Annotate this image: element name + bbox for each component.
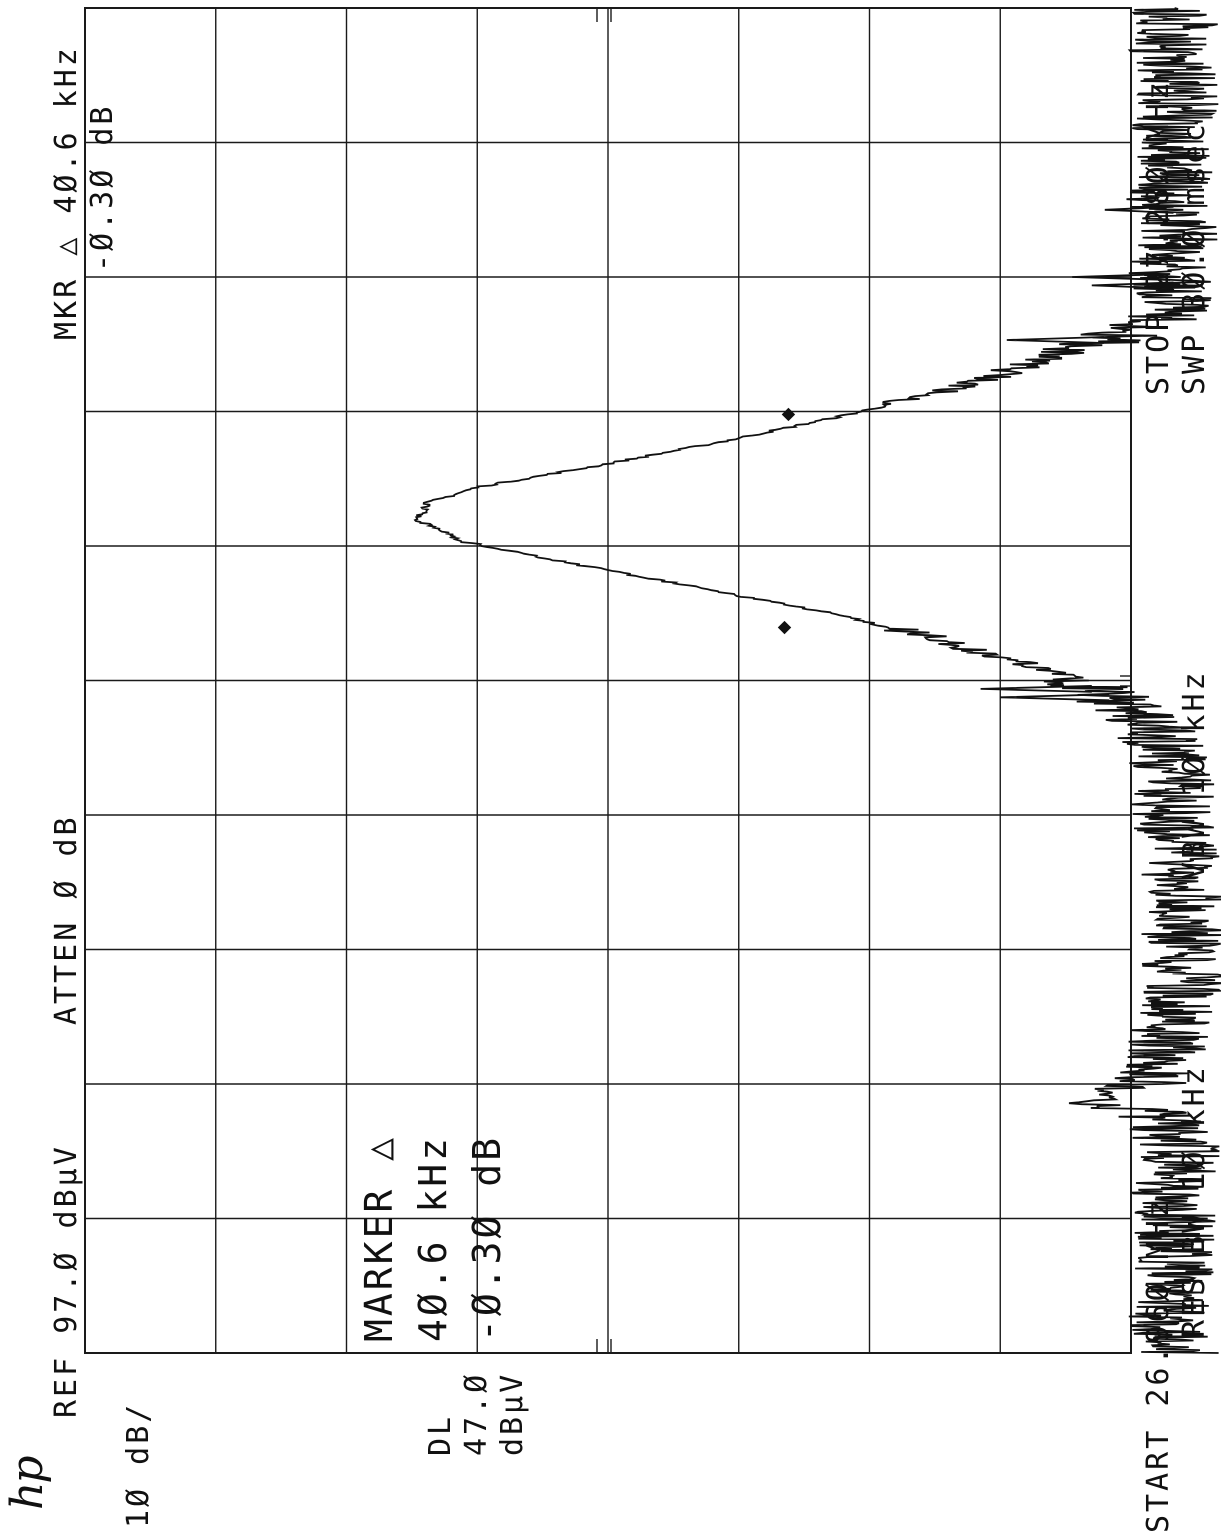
start-freq-label: START 26.96Ø MHz [1141,1196,1176,1533]
sweep-time-label: SWP 3Ø.Ø msec [1177,121,1212,395]
marker-freq-readout: 4Ø.6 kHz [411,1135,455,1342]
display-line-unit: dBµV [495,1372,530,1456]
spectrum-spur [980,685,1092,693]
display-line-value: 47.Ø [459,1372,494,1456]
marker-diamond [781,407,796,422]
spectrum-spur [1072,273,1171,281]
hp-logo: hp [2,1456,53,1510]
spectrum-spur [1104,205,1174,214]
marker-title: MARKER △ [357,1135,401,1342]
mkr-freq-label: MKR △ 4Ø.6 kHz [49,45,84,340]
hp-logo-text: hp [2,1456,53,1510]
spectrum-spur [1091,281,1174,290]
vbw-label: VBW 1Ø kHz [1177,669,1212,880]
spectrum-trace [413,7,1221,1354]
plot-grid [84,7,1132,1354]
mkr-level-label: -Ø.3Ø dB [85,104,120,273]
attenuation-label: ATTEN Ø dB [49,814,84,1025]
display-line-label: DL [423,1414,458,1456]
stop-freq-label: STOP 27.28Ø MHz [1141,79,1176,395]
ref-level-label: REF 97.Ø dBµV [49,1144,84,1418]
spectrum-spur [1000,693,1110,702]
marker-diamond [777,620,792,635]
marker-level-readout: -Ø.3Ø dB [465,1135,509,1342]
spectrum-spur [1006,336,1104,344]
spectrum-trace-layer [413,7,1221,1354]
scale-label: 1Ø dB/ [121,1402,156,1528]
amplitude-gridlines [215,8,1001,1353]
res-bw-label: RES BW 1Ø kHz [1177,1064,1212,1338]
